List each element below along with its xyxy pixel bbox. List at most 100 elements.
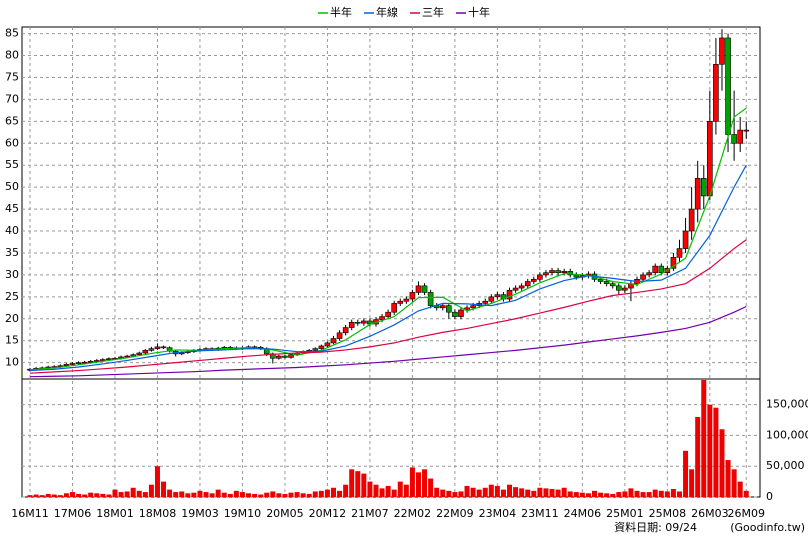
volume-bar <box>221 492 227 497</box>
candle-body <box>124 355 130 358</box>
candle-body <box>154 346 161 349</box>
x-tick-label: 19M10 <box>224 507 262 520</box>
candle-body <box>148 348 155 351</box>
volume-bar <box>118 492 124 497</box>
volume-bar <box>185 493 191 497</box>
candle-body <box>731 134 737 144</box>
volume-bar <box>628 488 634 497</box>
candle-body <box>354 321 361 324</box>
volume-bar <box>464 485 470 497</box>
candle-body <box>640 274 646 280</box>
x-tick-label: 17M06 <box>54 507 92 520</box>
candle-body <box>725 37 731 135</box>
x-tick-label: 26M09 <box>728 507 766 520</box>
volume-bar <box>39 495 45 497</box>
candle-body <box>682 230 689 249</box>
volume-bar <box>446 490 452 497</box>
volume-bar <box>306 493 312 497</box>
volume-bar <box>136 490 142 497</box>
ma-line <box>29 107 747 371</box>
candle-body <box>622 287 628 291</box>
volume-bar <box>106 494 112 497</box>
candle-body <box>391 303 398 313</box>
volume-bar <box>555 489 561 497</box>
candle-body <box>106 358 112 360</box>
volume-bar <box>403 484 409 497</box>
volume-bar <box>27 495 33 497</box>
candle-body <box>142 350 149 354</box>
volume-bar <box>337 490 343 497</box>
candle-body <box>676 248 683 258</box>
volume-bar <box>112 489 118 497</box>
volume-bar <box>549 488 555 497</box>
volume-bar <box>385 485 391 497</box>
candle-body <box>458 309 464 317</box>
volume-bar <box>585 493 591 497</box>
candle-body <box>694 178 701 210</box>
volume-bar <box>616 492 622 497</box>
y-tick-label: 35 <box>5 246 19 259</box>
volume-bar <box>664 491 670 497</box>
volume-bar <box>422 469 428 497</box>
volume-bar <box>161 481 167 497</box>
volume-bar <box>494 485 500 497</box>
candle-body <box>573 274 580 278</box>
x-tick-label: 20M12 <box>309 507 347 520</box>
x-tick-label: 22M02 <box>394 507 432 520</box>
candle-body <box>63 364 70 367</box>
volume-bar <box>300 493 306 497</box>
x-tick-label: 21M07 <box>351 507 389 520</box>
candle-body <box>81 361 88 364</box>
candle-body <box>615 285 622 291</box>
volume-bar <box>646 492 652 497</box>
y-tick-label: 40 <box>5 224 19 237</box>
volume-bar <box>88 492 94 497</box>
candle-body <box>524 281 531 287</box>
volume-bar <box>69 492 75 497</box>
candle-body <box>409 292 416 300</box>
y-tick-label: 30 <box>5 268 19 281</box>
y-tick-label: 50 <box>5 180 19 193</box>
candle-body <box>318 345 325 349</box>
volume-bar <box>725 460 731 497</box>
volume-bar <box>731 469 737 497</box>
candle-body <box>549 270 555 274</box>
volume-bar <box>379 488 385 497</box>
volume-bar <box>573 492 579 497</box>
volume-bar <box>45 493 51 497</box>
candle-body <box>688 208 695 232</box>
volume-bar <box>513 487 519 497</box>
candle-body <box>670 257 677 269</box>
volume-bar <box>312 491 318 497</box>
candle-body <box>531 278 537 282</box>
volume-bar <box>652 489 658 497</box>
volume-bar <box>507 484 513 497</box>
volume-bar <box>482 487 488 497</box>
volume-bar <box>179 491 185 497</box>
candle-body <box>439 305 446 309</box>
volume-bar <box>676 491 682 497</box>
legend-label: 半年 <box>330 5 352 19</box>
candle-body <box>75 362 82 364</box>
volume-bar <box>428 478 434 497</box>
volume-bar <box>367 481 373 497</box>
volume-bar <box>233 490 239 497</box>
volume-bar <box>270 491 276 497</box>
volume-bar <box>142 492 148 497</box>
x-tick-label: 20M05 <box>266 507 304 520</box>
volume-bar <box>658 490 664 497</box>
x-tick-label: 24M06 <box>564 507 602 520</box>
candle-body <box>452 311 458 317</box>
volume-bar <box>476 489 482 497</box>
volume-bar <box>537 487 543 497</box>
volume-bar <box>707 404 713 497</box>
volume-bar <box>391 489 397 497</box>
candle-body <box>506 289 513 300</box>
y-tick-label: 80 <box>5 49 19 62</box>
candle-body <box>719 37 725 65</box>
volume-bar <box>361 473 367 497</box>
candle-body <box>494 294 501 298</box>
volume-bar <box>373 484 379 497</box>
y-tick-label: 60 <box>5 136 19 149</box>
